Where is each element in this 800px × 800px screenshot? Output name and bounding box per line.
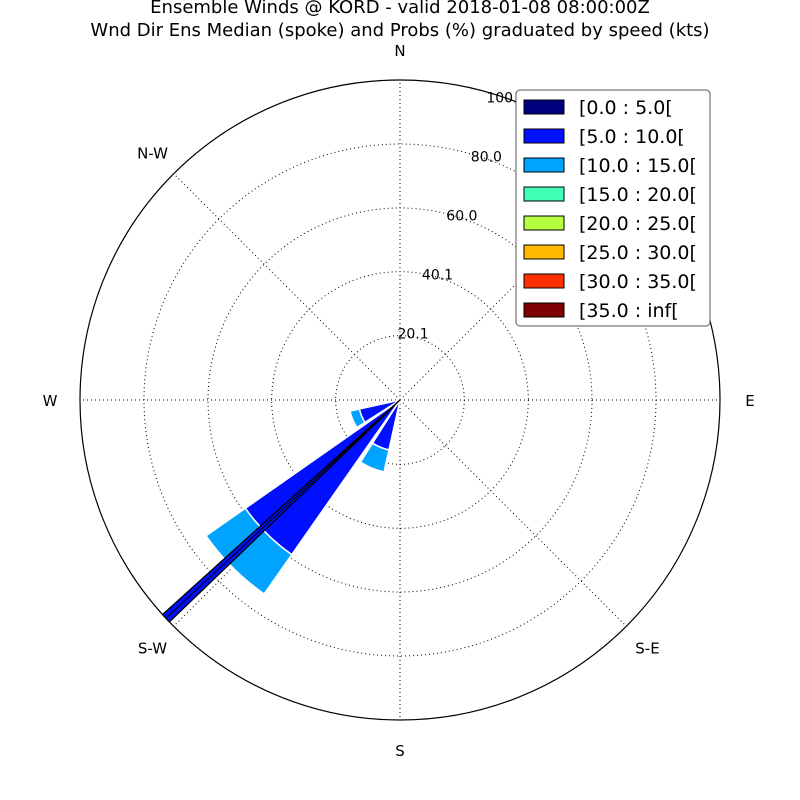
legend-label: [15.0 : 20.0[: [579, 184, 697, 206]
legend: [0.0 : 5.0[ [5.0 : 10.0[ [10.0 : 15.0[ [15.…: [515, 89, 711, 327]
wind-sector-202.5-bin-2: [359, 442, 390, 473]
radial-tick-label: 20.1: [397, 327, 428, 343]
direction-label-n-w: N-W: [137, 145, 168, 163]
chart-title: Ensemble Winds @ KORD - valid 2018-01-08…: [150, 0, 650, 18]
legend-swatch: [523, 157, 565, 173]
legend-label: [30.0 : 35.0[: [579, 271, 697, 293]
direction-label-s-e: S-E: [635, 639, 659, 657]
legend-label: [5.0 : 10.0[: [579, 126, 685, 148]
median-spoke: [161, 399, 401, 623]
legend-label: [25.0 : 30.0[: [579, 242, 697, 264]
legend-swatch: [523, 244, 565, 260]
grid-spoke: [399, 173, 627, 401]
direction-label-e: E: [745, 392, 754, 410]
radial-tick-label: 60.0: [446, 209, 477, 225]
legend-swatch: [523, 273, 565, 289]
wind-sectors: [204, 399, 401, 596]
chart-subtitle: Wnd Dir Ens Median (spoke) and Probs (%)…: [90, 20, 710, 41]
outer-circle: [79, 79, 721, 721]
legend-swatch: [523, 128, 565, 144]
wind-sector-247.5-bin-2: [349, 408, 366, 429]
grid-spoke: [173, 173, 401, 401]
legend-swatch: [523, 302, 565, 318]
direction-label-s-w: S-W: [138, 639, 167, 657]
legend-label: [0.0 : 5.0[: [579, 97, 673, 119]
radial-tick-label: 40.1: [422, 267, 453, 283]
direction-label-n: N: [394, 42, 405, 60]
legend-swatch: [523, 99, 565, 115]
legend-swatch: [523, 186, 565, 202]
legend-label: [35.0 : inf[: [579, 300, 679, 322]
direction-label-s: S: [395, 742, 405, 760]
legend-box: [515, 89, 711, 327]
grid-spoke: [399, 399, 627, 627]
median-spoke-line: [165, 399, 401, 619]
radial-tick-label: 80.0: [471, 149, 502, 165]
legend-label: [20.0 : 25.0[: [579, 213, 697, 235]
direction-label-w: W: [43, 392, 58, 410]
polar-grid: [79, 79, 721, 721]
legend-swatch: [523, 215, 565, 231]
wind-sector-225-bin-2: [204, 507, 293, 596]
legend-label: [10.0 : 15.0[: [579, 155, 697, 177]
